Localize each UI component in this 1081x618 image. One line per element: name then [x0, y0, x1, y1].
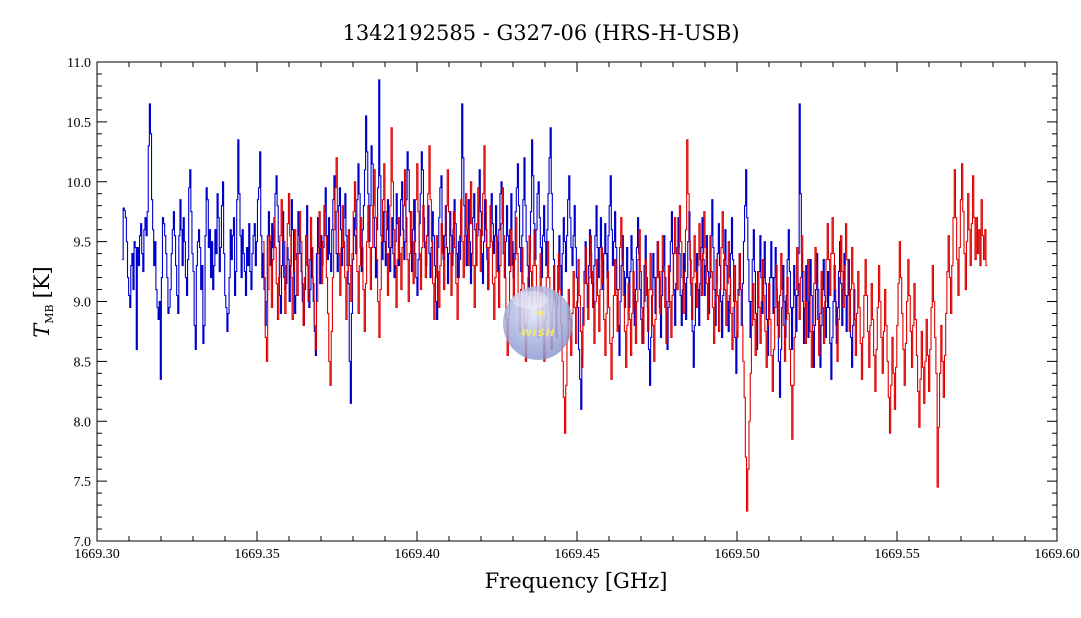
chart-title: 1342192585 - G327-06 (HRS-H-USB): [342, 21, 739, 45]
svg-text:TMB[K]: TMB [K]: [30, 266, 56, 337]
y-tick-label: 7.5: [74, 475, 92, 490]
x-tick-label: 1669.45: [554, 547, 600, 562]
series-line-2: [262, 127, 988, 512]
x-tick-label: 1669.40: [394, 547, 440, 562]
y-axis-label: TMB [K]: [30, 266, 56, 337]
y-axis-label-sub: MB: [43, 304, 56, 323]
y-tick-label: 8.0: [74, 415, 92, 430]
y-axis-label-main: T: [30, 322, 54, 338]
y-tick-label: 10.0: [67, 176, 92, 191]
x-tick-label: 1669.35: [234, 547, 280, 562]
series-layer: [122, 79, 988, 512]
series-line-1: [122, 79, 856, 410]
x-tick-label: 1669.30: [74, 547, 120, 562]
x-tick-label: 1669.55: [874, 547, 920, 562]
x-axis-label: Frequency [GHz]: [485, 569, 668, 593]
wish-logo-star-icon: ✦: [534, 306, 546, 322]
wish-logo: ✦ WISH: [503, 286, 573, 360]
x-tick-label: 1669.60: [1034, 547, 1080, 562]
y-tick-label: 11.0: [67, 56, 91, 71]
plot-area: 1669.30 1669.35 1669.40 1669.45 1669.50 1669.…: [67, 56, 1080, 562]
y-tick-label: 8.5: [74, 355, 92, 370]
ticks-layer: 1669.30 1669.35 1669.40 1669.45 1669.50 1669.…: [67, 56, 1080, 562]
y-tick-label: 9.5: [74, 236, 92, 251]
wish-logo-bubble: [503, 286, 573, 360]
y-axis-label-unit: [K]: [30, 266, 54, 298]
y-tick-label: 7.0: [74, 535, 92, 550]
y-tick-label: 10.5: [67, 116, 92, 131]
wish-logo-highlight: [512, 291, 548, 309]
y-tick-label: 9.0: [74, 296, 92, 311]
x-tick-label: 1669.50: [714, 547, 760, 562]
wish-logo-text: WISH: [521, 328, 555, 339]
